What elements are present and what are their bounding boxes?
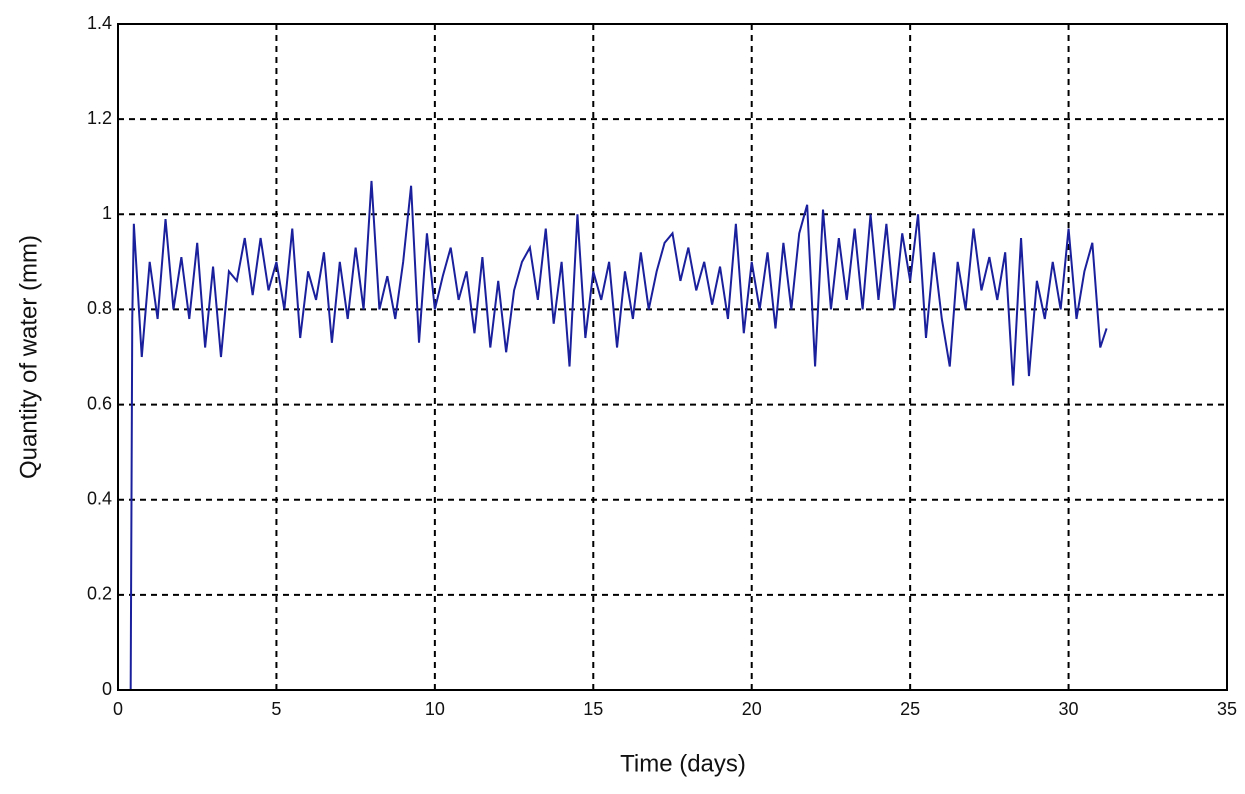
y-tick-label: 1 xyxy=(102,203,112,223)
y-tick-label: 1.2 xyxy=(87,108,112,128)
x-tick-label: 10 xyxy=(425,699,445,719)
y-tick-label: 0.4 xyxy=(87,488,112,508)
x-tick-label: 35 xyxy=(1217,699,1237,719)
y-tick-label: 1.4 xyxy=(87,13,112,33)
y-tick-label: 0.6 xyxy=(87,393,112,413)
x-tick-label: 5 xyxy=(271,699,281,719)
y-axis-label: Quantity of water (mm) xyxy=(15,235,42,479)
y-tick-label: 0 xyxy=(102,679,112,699)
plot-frame xyxy=(117,23,1228,691)
plot-area xyxy=(118,24,1227,690)
y-tick-label: 0.8 xyxy=(87,298,112,318)
x-tick-label: 0 xyxy=(113,699,123,719)
x-axis-label: Time (days) xyxy=(620,750,746,777)
x-tick-label: 30 xyxy=(1059,699,1079,719)
x-tick-label: 20 xyxy=(742,699,762,719)
x-tick-label: 25 xyxy=(900,699,920,719)
x-tick-label: 15 xyxy=(583,699,603,719)
y-tick-label: 0.2 xyxy=(87,584,112,604)
data-line xyxy=(129,180,1108,691)
